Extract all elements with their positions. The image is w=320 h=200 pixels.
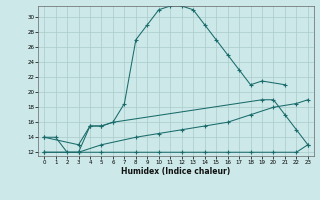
X-axis label: Humidex (Indice chaleur): Humidex (Indice chaleur) [121, 167, 231, 176]
